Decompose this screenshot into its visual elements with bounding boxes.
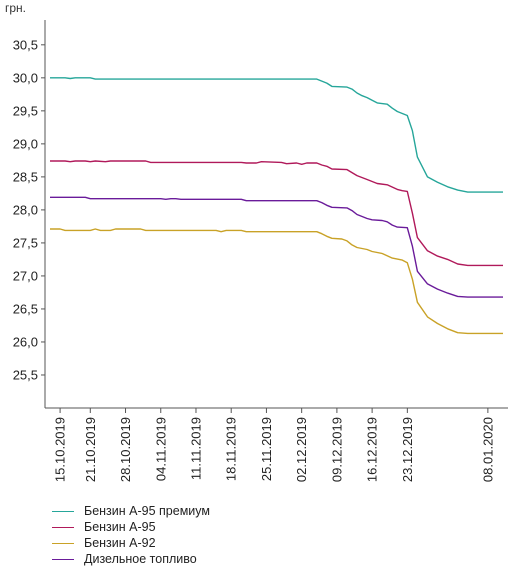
y-tick-label: 29,5: [13, 103, 38, 118]
x-tick-label: 08.01.2020: [480, 417, 495, 482]
series-line-1: [50, 77, 503, 193]
legend-label: Бензин А-92: [84, 536, 156, 550]
y-axis-unit-label: грн.: [5, 1, 26, 15]
legend-item: Бензин А-95 премиум: [52, 503, 210, 519]
series-line-2: [50, 160, 503, 267]
x-tick-label: 18.11.2019: [224, 417, 239, 481]
x-tick-label: 21.10.2019: [83, 417, 98, 482]
y-tick-label: 30,0: [13, 70, 38, 85]
legend-line-swatch: [52, 558, 74, 560]
x-tick-label: 23.12.2019: [400, 417, 415, 482]
y-tick-label: 26,0: [13, 334, 38, 349]
x-tick-label: 28.10.2019: [118, 417, 133, 482]
y-tick-label: 28,0: [13, 202, 38, 217]
legend-label: Дизельное топливо: [84, 552, 197, 566]
legend-line-swatch: [52, 526, 74, 528]
x-tick-label: 15.10.2019: [53, 417, 68, 482]
y-tick-label: 29,0: [13, 136, 38, 151]
x-tick-label: 09.12.2019: [329, 417, 344, 482]
axes: [44, 20, 508, 409]
y-axis-ticks: 25,5 26,0 26,5 27,0 27,5 28,0 28,5 29,0 29,5 30,0…: [13, 37, 45, 382]
series-lines: [50, 77, 503, 335]
legend-line-swatch: [52, 542, 74, 544]
y-tick-label: 26,5: [13, 301, 38, 316]
x-tick-label: 11.11.2019: [188, 417, 203, 480]
x-tick-label: 02.12.2019: [294, 417, 309, 482]
legend-line-swatch: [52, 510, 74, 512]
legend: Бензин А-95 премиум Бензин А-95 Бензин А-9…: [52, 503, 210, 567]
y-tick-label: 25,5: [13, 367, 38, 382]
y-tick-label: 27,5: [13, 235, 38, 250]
legend-item: Бензин А-95: [52, 519, 210, 535]
y-tick-label: 30,5: [13, 37, 38, 52]
series-line-3: [50, 228, 503, 335]
legend-item: Бензин А-92: [52, 535, 210, 551]
x-tick-label: 04.11.2019: [153, 417, 168, 481]
x-tick-label: 16.12.2019: [365, 417, 380, 482]
series-line-4: [50, 196, 503, 298]
x-axis-ticks: 15.10.2019 21.10.2019 28.10.2019 04.11.2019…: [53, 408, 495, 482]
x-tick-label: 25.11.2019: [259, 417, 274, 481]
y-tick-label: 27,0: [13, 268, 38, 283]
legend-item: Дизельное топливо: [52, 551, 210, 567]
legend-label: Бензин А-95 премиум: [84, 504, 210, 518]
legend-label: Бензин А-95: [84, 520, 156, 534]
y-tick-label: 28,5: [13, 169, 38, 184]
